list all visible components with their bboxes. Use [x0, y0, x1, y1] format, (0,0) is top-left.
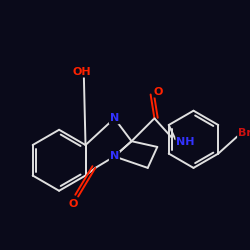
- Text: N: N: [110, 113, 119, 123]
- Text: O: O: [69, 199, 78, 209]
- Text: OH: OH: [73, 66, 91, 76]
- Text: N: N: [110, 152, 119, 162]
- Text: O: O: [154, 87, 163, 97]
- Text: NH: NH: [176, 137, 195, 147]
- Text: Br: Br: [238, 128, 250, 138]
